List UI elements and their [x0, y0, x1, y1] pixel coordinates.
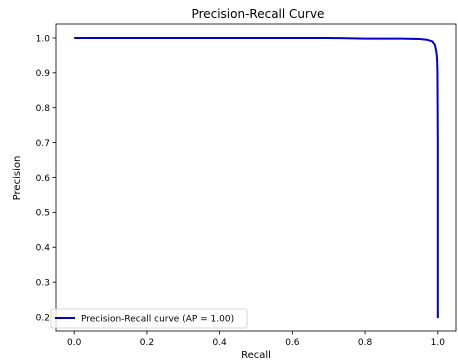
- y-axis-label: Precision: [12, 156, 23, 201]
- y-tick-label: 0.9: [36, 69, 51, 79]
- legend: Precision-Recall curve (AP = 1.00): [50, 308, 248, 329]
- y-axis: 0.2 0.3 0.4 0.5 0.6 0.7 0.8 0.9 1.0: [36, 34, 56, 323]
- x-axis: 0.0 0.2 0.4 0.6 0.8 1.0: [67, 331, 445, 348]
- series-layer: [74, 36, 439, 319]
- x-tick-label: 0.6: [285, 338, 300, 348]
- y-tick-label: 0.6: [36, 174, 51, 184]
- x-axis-label: Recall: [241, 350, 271, 361]
- chart-title: Precision-Recall Curve: [192, 7, 325, 21]
- legend-box: [50, 308, 248, 329]
- y-tick-label: 1.0: [36, 34, 51, 44]
- y-tick-label: 0.2: [36, 313, 50, 323]
- x-tick-label: 1.0: [431, 338, 446, 348]
- x-tick-label: 0.2: [140, 338, 154, 348]
- x-tick-label: 0.0: [67, 338, 82, 348]
- plot-frame: [55, 23, 457, 332]
- y-tick-label: 0.5: [36, 209, 50, 219]
- legend-label: Precision-Recall curve (AP = 1.00): [81, 315, 234, 325]
- y-tick-label: 0.8: [36, 104, 51, 114]
- x-tick-label: 0.4: [212, 338, 227, 348]
- series-line: [74, 36, 439, 319]
- y-tick-label: 0.7: [36, 139, 50, 149]
- y-tick-label: 0.3: [36, 278, 50, 288]
- x-tick-label: 0.8: [358, 338, 373, 348]
- y-tick-label: 0.4: [36, 244, 51, 254]
